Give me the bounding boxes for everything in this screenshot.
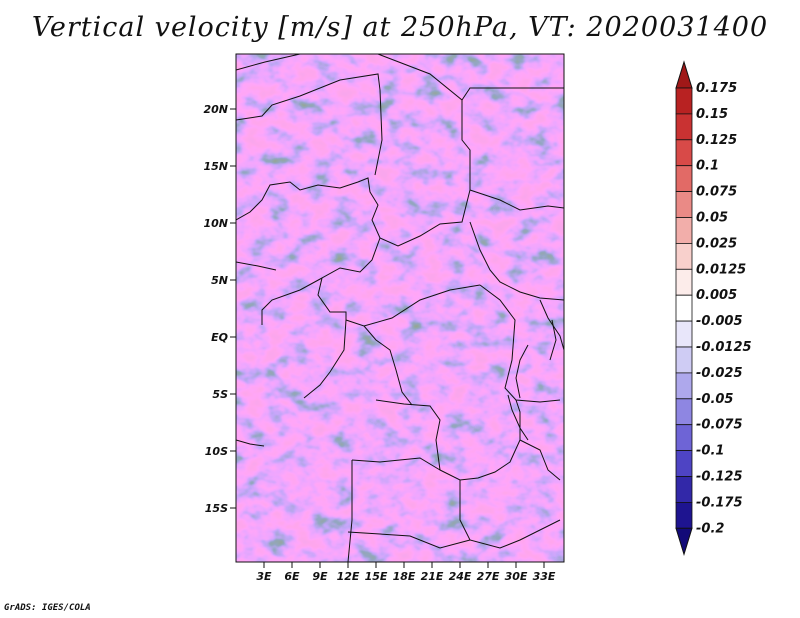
longitude-axis: 3E 6E 9E 12E 15E 18E 21E 24E 27E 30E 33E <box>256 562 556 583</box>
colorbar-segment <box>675 450 693 477</box>
colorbar-segment <box>675 217 693 244</box>
colorbar-segment <box>675 191 693 218</box>
colorbar: 0.175 0.15 0.125 0.1 0.075 0.05 0.025 0.0125 0.0… <box>675 60 752 557</box>
colorbar-label: 0.05 <box>696 211 728 226</box>
colorbar-segment <box>675 268 693 296</box>
country-borders <box>236 54 564 562</box>
colorbar-segment <box>675 424 693 452</box>
grads-credit: GrADS: IGES/COLA <box>4 603 91 613</box>
colorbar-segment <box>675 398 693 426</box>
map-frame <box>235 53 565 563</box>
lon-label-33e: 33E <box>533 570 556 583</box>
lat-label-10s: 10S <box>205 445 228 458</box>
colorbar-label: -0.2 <box>696 521 724 536</box>
lat-label-15s: 15S <box>205 502 228 515</box>
lon-label-30e: 30E <box>505 570 528 583</box>
colorbar-label: 0.005 <box>696 288 737 303</box>
colorbar-segment <box>675 476 693 503</box>
colorbar-segment <box>675 320 693 348</box>
lat-label-15n: 15N <box>203 160 228 173</box>
lon-label-9e: 9E <box>312 570 328 583</box>
colorbar-label: -0.025 <box>696 366 743 381</box>
colorbar-min-arrow <box>675 527 693 557</box>
colorbar-label: 0.15 <box>696 107 728 122</box>
colorbar-segment <box>675 501 693 529</box>
colorbar-label: -0.005 <box>696 314 743 329</box>
lon-label-21e: 21E <box>421 570 444 583</box>
colorbar-segment <box>675 87 693 115</box>
map-panel: 20N 15N 10N 5N EQ 5S 10S 15S <box>203 53 565 583</box>
lat-label-5s: 5S <box>212 388 228 401</box>
lon-label-24e: 24E <box>449 570 472 583</box>
colorbar-label: -0.125 <box>696 470 743 485</box>
colorbar-segment <box>675 165 693 192</box>
colorbar-segment <box>675 242 693 270</box>
lon-label-6e: 6E <box>284 570 300 583</box>
lon-label-15e: 15E <box>365 570 388 583</box>
colorbar-label: 0.175 <box>696 81 737 96</box>
figure-title: Vertical velocity [m/s] at 250hPa, VT: 2… <box>31 12 769 43</box>
colorbar-label: 0.1 <box>696 159 719 174</box>
colorbar-label: 0.0125 <box>696 262 746 277</box>
colorbar-label: 0.125 <box>696 133 737 148</box>
lat-label-10n: 10N <box>203 217 228 230</box>
colorbar-segment <box>675 346 693 374</box>
colorbar-segment <box>675 372 693 400</box>
lon-label-3e: 3E <box>256 570 272 583</box>
colorbar-label: 0.025 <box>696 236 737 251</box>
colorbar-max-arrow <box>675 60 693 89</box>
lat-label-5n: 5N <box>211 274 228 287</box>
lat-label-20n: 20N <box>203 103 228 116</box>
latitude-axis: 20N 15N 10N 5N EQ 5S 10S 15S <box>203 103 236 515</box>
colorbar-segment <box>675 113 693 141</box>
colorbar-label: -0.075 <box>696 418 743 433</box>
vertical-velocity-field <box>236 54 564 562</box>
colorbar-label: -0.1 <box>696 444 724 459</box>
lon-label-12e: 12E <box>337 570 360 583</box>
colorbar-label: 0.075 <box>696 185 737 200</box>
colorbar-segment <box>675 139 693 167</box>
colorbar-label: -0.0125 <box>696 340 752 355</box>
lon-label-18e: 18E <box>393 570 416 583</box>
colorbar-segment <box>675 294 693 322</box>
lon-label-27e: 27E <box>477 570 500 583</box>
colorbar-label: -0.175 <box>696 495 743 510</box>
colorbar-label: -0.05 <box>696 392 733 407</box>
lat-label-eq: EQ <box>211 331 228 344</box>
